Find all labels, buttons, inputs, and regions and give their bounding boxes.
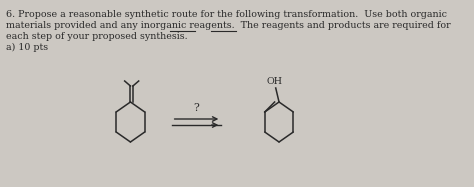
Text: OH: OH bbox=[266, 77, 282, 86]
Text: 6. Propose a reasonable synthetic route for the following transformation.  Use b: 6. Propose a reasonable synthetic route … bbox=[6, 10, 447, 19]
Text: each step of your proposed synthesis.: each step of your proposed synthesis. bbox=[6, 32, 187, 41]
Text: ?: ? bbox=[193, 103, 200, 113]
Text: materials provided and any inorganic reagents.  The reagents and products are re: materials provided and any inorganic rea… bbox=[6, 21, 450, 30]
Text: a) 10 pts: a) 10 pts bbox=[6, 43, 48, 52]
